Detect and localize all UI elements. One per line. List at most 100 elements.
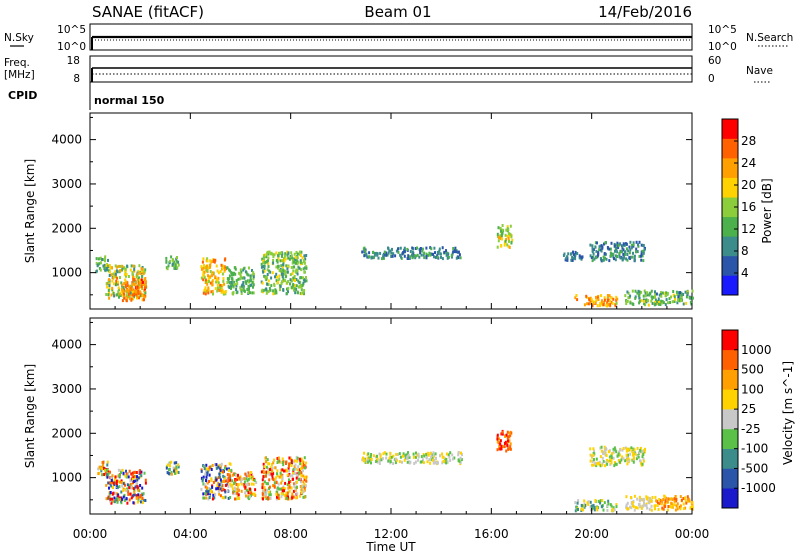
- power-cell: [295, 284, 298, 288]
- velocity-cell: [451, 457, 454, 461]
- velocity-cell: [202, 496, 205, 500]
- power-cell: [141, 267, 144, 271]
- velocity-cell: [640, 506, 643, 510]
- power-cell: [503, 243, 506, 247]
- power-cell: [267, 256, 270, 260]
- power-cell: [509, 232, 512, 236]
- velocity-cell: [412, 452, 415, 456]
- velocity-cell: [110, 501, 113, 505]
- power-cell: [434, 251, 436, 255]
- power-cell: [621, 246, 624, 250]
- power-cell: [137, 286, 140, 290]
- power-cell: [372, 250, 375, 254]
- velocity-cell: [643, 450, 646, 454]
- velocity-cell: [675, 497, 678, 501]
- velocity-cell: [135, 482, 138, 485]
- power-cell: [610, 241, 613, 245]
- power-cell: [433, 255, 435, 259]
- power-cell: [263, 264, 266, 268]
- power-cell: [281, 259, 284, 262]
- power-cell: [221, 284, 224, 288]
- power-cell: [592, 252, 595, 256]
- velocity-cell: [247, 496, 250, 500]
- power-cell: [141, 266, 144, 269]
- power-cell: [630, 246, 633, 250]
- power-cell: [595, 299, 598, 303]
- velocity-cell: [641, 450, 644, 453]
- power-cell: [654, 298, 657, 302]
- power-cell: [593, 300, 596, 304]
- power-cell: [616, 250, 619, 254]
- velocity-cell: [379, 453, 382, 457]
- power-cell: [500, 244, 503, 248]
- power-cell: [114, 270, 117, 274]
- power-cell: [215, 280, 218, 284]
- velocity-cell: [632, 455, 635, 459]
- power-cell: [144, 283, 146, 287]
- power-cell: [266, 282, 269, 286]
- velocity-cell: [296, 473, 299, 477]
- velocity-cell: [381, 457, 384, 461]
- power-cell: [230, 286, 232, 290]
- power-cell: [589, 296, 592, 300]
- velocity-cell: [676, 507, 679, 511]
- power-cell: [207, 288, 210, 292]
- velocity-cell: [225, 467, 228, 471]
- velocity-cell: [284, 481, 287, 485]
- velocity-cell: [370, 461, 372, 465]
- velocity-cell: [606, 508, 609, 512]
- velocity-cell: [245, 488, 248, 492]
- velocity-cell: [611, 451, 614, 455]
- velocity-cell: [250, 471, 253, 474]
- velocity-cell: [272, 484, 274, 488]
- power-cell: [139, 285, 142, 289]
- power-cell: [625, 242, 628, 246]
- power-cell: [287, 280, 290, 283]
- power-cell: [280, 272, 283, 276]
- velocity-cell: [220, 462, 223, 466]
- velocity-cell: [287, 467, 290, 470]
- power-cell: [107, 258, 109, 262]
- velocity-cell: [125, 497, 128, 501]
- power-cell: [299, 254, 302, 257]
- power-cell: [422, 253, 425, 257]
- velocity-cell: [685, 501, 688, 505]
- velocity-cell: [170, 472, 173, 476]
- velocity-cell: [210, 468, 213, 471]
- power-cell: [121, 264, 124, 268]
- power-cell: [216, 278, 219, 281]
- velocity-cell: [281, 477, 284, 481]
- velocity-cell: [576, 501, 579, 505]
- power-cell: [303, 279, 306, 282]
- power-cell: [104, 259, 106, 263]
- velocity-cell: [691, 505, 693, 508]
- velocity-cell: [141, 493, 144, 497]
- velocity-colorbar-swatch: [722, 389, 738, 410]
- power-cell: [138, 276, 140, 280]
- power-cell: [624, 250, 626, 254]
- power-cell: [235, 288, 238, 291]
- velocity-cell: [592, 453, 595, 457]
- power-cell: [500, 234, 503, 238]
- velocity-cell: [591, 460, 594, 463]
- velocity-cell: [274, 476, 277, 480]
- velocity-cell: [640, 497, 642, 501]
- power-cell: [596, 296, 599, 300]
- velocity-cell: [139, 471, 142, 474]
- velocity-cell: [632, 460, 635, 464]
- power-cell: [621, 244, 624, 248]
- velocity-cell: [137, 476, 140, 480]
- velocity-cell: [269, 472, 272, 476]
- velocity-cell: [691, 507, 694, 511]
- power-cell: [499, 236, 502, 240]
- beam-title: Beam 01: [364, 3, 431, 21]
- velocity-cell: [376, 457, 379, 461]
- power-cell: [102, 264, 105, 268]
- velocity-cell: [640, 461, 642, 465]
- velocity-cell: [679, 495, 682, 499]
- velocity-cell: [281, 486, 284, 490]
- power-cells: [95, 224, 694, 308]
- power-cell: [366, 255, 369, 259]
- power-cell: [620, 250, 623, 254]
- velocity-cell: [600, 445, 603, 449]
